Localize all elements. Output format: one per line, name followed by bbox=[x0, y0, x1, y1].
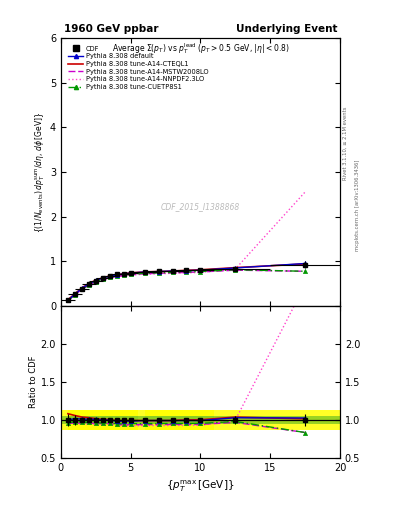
Text: Underlying Event: Underlying Event bbox=[236, 25, 337, 34]
Text: mcplots.cern.ch [arXiv:1306.3436]: mcplots.cern.ch [arXiv:1306.3436] bbox=[355, 159, 360, 250]
Legend: CDF, Pythia 8.308 default, Pythia 8.308 tune-A14-CTEQL1, Pythia 8.308 tune-A14-M: CDF, Pythia 8.308 default, Pythia 8.308 … bbox=[67, 45, 209, 92]
Y-axis label: Ratio to CDF: Ratio to CDF bbox=[29, 356, 38, 408]
Text: Average $\Sigma(p_T)$ vs $p_T^\mathsf{lead}$ ($p_T > 0.5$ GeV, $|\eta| < 0.8$): Average $\Sigma(p_T)$ vs $p_T^\mathsf{le… bbox=[112, 41, 289, 56]
Text: 1960 GeV ppbar: 1960 GeV ppbar bbox=[64, 25, 158, 34]
X-axis label: $\{p_T^\mathsf{max}\,[\mathsf{GeV}]\}$: $\{p_T^\mathsf{max}\,[\mathsf{GeV}]\}$ bbox=[166, 479, 235, 494]
Text: Rivet 3.1.10, ≥ 2.1M events: Rivet 3.1.10, ≥ 2.1M events bbox=[343, 106, 347, 180]
Y-axis label: $\{(1/N_\mathsf{events})\,dp_T^\mathsf{sum}/d\eta,\,d\phi\,[\mathsf{GeV}]\}$: $\{(1/N_\mathsf{events})\,dp_T^\mathsf{s… bbox=[33, 112, 47, 232]
Text: CDF_2015_I1388868: CDF_2015_I1388868 bbox=[161, 202, 240, 211]
